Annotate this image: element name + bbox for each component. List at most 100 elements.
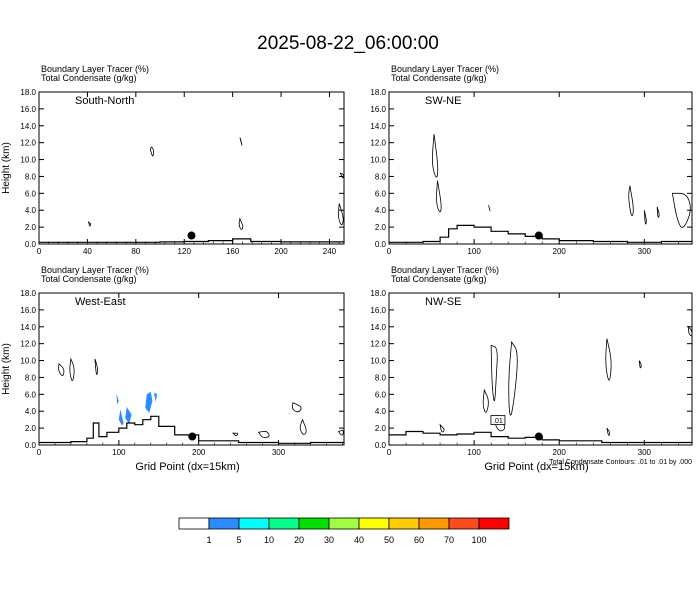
y-tick-label: 8.0 [25, 373, 37, 382]
x-tick-label: 200 [192, 448, 206, 457]
colorbar-label: 100 [471, 535, 486, 545]
colorbar-label: 20 [294, 535, 304, 545]
y-axis-label: Height (km) [1, 142, 12, 194]
panel-label: SW-NE [425, 95, 461, 107]
x-tick-label: 80 [131, 247, 140, 256]
y-tick-label: 12.0 [370, 139, 386, 148]
y-tick-label: 18.0 [20, 289, 36, 298]
y-tick-label: 16.0 [370, 306, 386, 315]
x-axis-label: Grid Point (dx=15km) [484, 461, 588, 473]
terrain-line [39, 238, 345, 243]
x-tick-label: 100 [467, 448, 481, 457]
contour-label: .01 [493, 418, 503, 425]
x-tick-label: 0 [387, 247, 392, 256]
x-tick-label: 0 [37, 448, 42, 457]
y-tick-label: 4.0 [25, 206, 37, 215]
condensate-contour [299, 418, 307, 435]
condensate-contour [94, 358, 98, 375]
y-tick-label: 16.0 [20, 105, 36, 114]
y-tick-label: 18.0 [370, 88, 386, 97]
panel-header-tracer: Boundary Layer Tracer (%) [391, 64, 499, 74]
x-tick-label: 160 [226, 247, 240, 256]
tracer-region [118, 409, 124, 426]
y-tick-label: 2.0 [375, 223, 387, 232]
x-tick-label: 40 [83, 247, 92, 256]
panel-header-tracer: Boundary Layer Tracer (%) [41, 265, 149, 275]
y-tick-label: 14.0 [370, 323, 386, 332]
colorbar-box [178, 517, 210, 530]
y-tick-label: 10.0 [20, 357, 36, 366]
y-axis-label: Height (km) [1, 343, 12, 395]
plot-frame [388, 292, 693, 446]
y-tick-label: 0.0 [25, 441, 37, 450]
panel-label: South-North [75, 95, 134, 107]
condensate-contour [606, 427, 611, 436]
y-tick-label: 0.0 [25, 240, 37, 249]
condensate-contour [508, 340, 518, 416]
y-tick-label: 12.0 [20, 139, 36, 148]
condensate-contour [605, 338, 612, 381]
x-tick-label: 300 [272, 448, 286, 457]
colorbar-box [328, 517, 360, 530]
y-tick-label: 6.0 [375, 390, 387, 399]
panel-2: Boundary Layer Tracer (%)Total Condensat… [1, 265, 345, 473]
condensate-contour [337, 430, 344, 436]
x-tick-label: 100 [467, 247, 481, 256]
condensate-contour [688, 325, 693, 337]
y-tick-label: 6.0 [25, 390, 37, 399]
x-tick-label: 300 [638, 247, 652, 256]
colorbar-label: 50 [384, 535, 394, 545]
y-tick-label: 0.0 [375, 240, 387, 249]
condensate-contour [643, 210, 647, 225]
terrain-line [39, 415, 345, 444]
y-tick-label: 8.0 [375, 373, 387, 382]
condensate-contour [149, 146, 154, 157]
colorbar-box [418, 517, 450, 530]
x-axis-label: Grid Point (dx=15km) [135, 461, 239, 473]
y-tick-label: 16.0 [20, 306, 36, 315]
x-tick-label: 200 [553, 247, 567, 256]
location-marker [534, 432, 543, 441]
contour-label-box [490, 415, 506, 425]
x-tick-label: 0 [387, 448, 392, 457]
location-marker [188, 432, 197, 441]
y-tick-label: 2.0 [375, 424, 387, 433]
panel-header-condensate: Total Condensate (g/kg) [41, 73, 137, 83]
terrain-line [389, 224, 693, 243]
colorbar-box [448, 517, 480, 530]
condensate-contour [488, 205, 491, 212]
panel-header-tracer: Boundary Layer Tracer (%) [41, 64, 149, 74]
y-tick-label: 2.0 [25, 424, 37, 433]
y-tick-label: 6.0 [375, 189, 387, 198]
panel-header-condensate: Total Condensate (g/kg) [391, 73, 487, 83]
y-tick-label: 0.0 [375, 441, 387, 450]
y-tick-label: 12.0 [370, 340, 386, 349]
condensate-contour [232, 432, 239, 437]
y-tick-label: 4.0 [375, 206, 387, 215]
condensate-contour [439, 423, 445, 433]
colorbar-label: 1 [206, 535, 211, 545]
x-tick-label: 0 [37, 247, 42, 256]
condensate-contour [292, 402, 302, 413]
colorbar-box [268, 517, 300, 530]
panel-header-condensate: Total Condensate (g/kg) [391, 274, 487, 284]
condensate-contour [238, 217, 244, 230]
y-tick-label: 4.0 [25, 407, 37, 416]
condensate-contour [69, 357, 75, 381]
location-marker [534, 231, 543, 240]
colorbar-label: 30 [324, 535, 334, 545]
colorbar-label: 10 [264, 535, 274, 545]
panel-label: NW-SE [425, 296, 461, 308]
contour-footnote: Total Condensate Contours: .01 to .01 by… [549, 459, 692, 466]
x-tick-label: 120 [178, 247, 192, 256]
x-tick-label: 200 [553, 448, 567, 457]
condensate-contour [628, 185, 634, 217]
colorbar-box [388, 517, 420, 530]
y-tick-label: 14.0 [370, 122, 386, 131]
tracer-region [154, 392, 158, 402]
condensate-contour [338, 203, 344, 226]
x-tick-label: 240 [323, 247, 337, 256]
panel-header-condensate: Total Condensate (g/kg) [41, 274, 137, 284]
panel-1: Boundary Layer Tracer (%)Total Condensat… [370, 64, 693, 256]
colorbar-label: 5 [236, 535, 241, 545]
